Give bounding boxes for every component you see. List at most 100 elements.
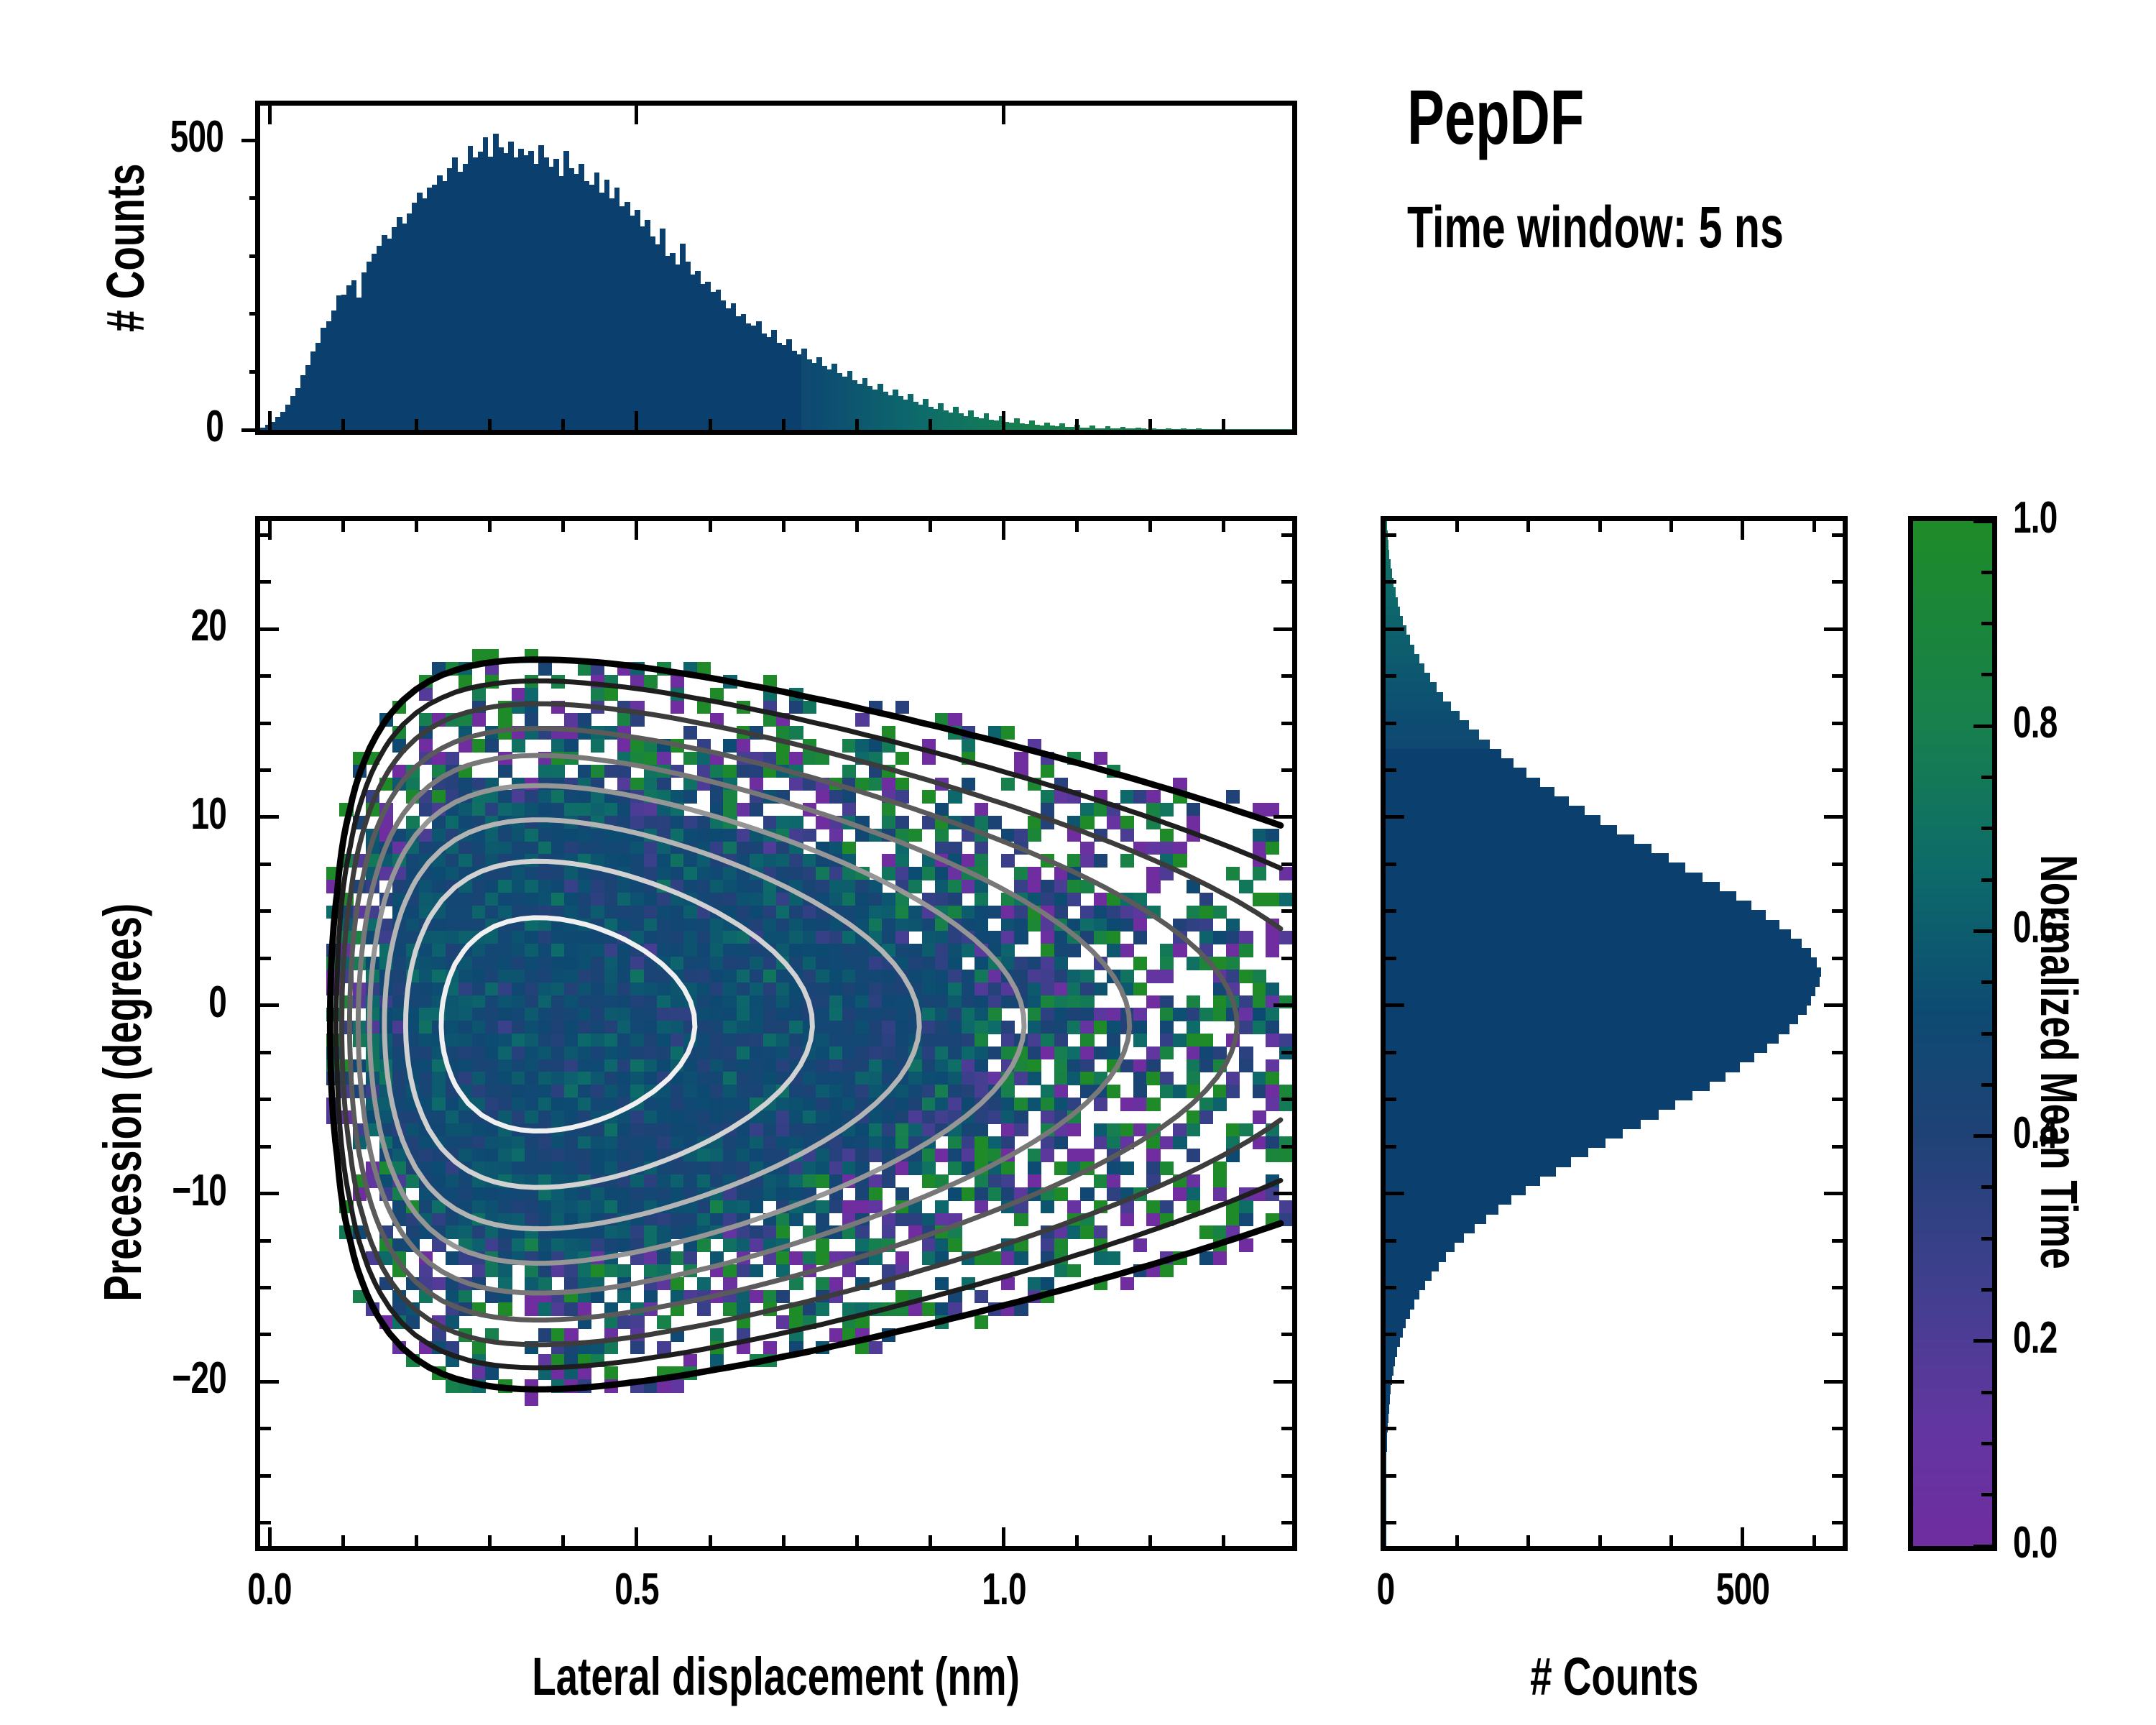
- heatmap-cell: [882, 854, 896, 868]
- heatmap-cell: [1027, 815, 1041, 829]
- heatmap-cell: [683, 777, 698, 791]
- tick-mark: [561, 521, 566, 532]
- heatmap-cell: [484, 790, 499, 804]
- histogram-bar: [770, 330, 777, 430]
- heatmap-cell: [471, 841, 486, 855]
- heatmap-cell: [418, 803, 433, 816]
- histogram-bar: [1256, 429, 1263, 430]
- tick-mark: [635, 1527, 639, 1546]
- heatmap-cell: [1252, 828, 1266, 842]
- heatmap-cell: [551, 803, 566, 816]
- tick-mark: [1281, 1521, 1292, 1525]
- histogram-bar: [1386, 843, 1651, 854]
- histogram-bar: [1160, 429, 1166, 430]
- tick-mark: [249, 312, 260, 316]
- tick-mark: [1832, 1473, 1843, 1478]
- heatmap-cell: [617, 841, 632, 855]
- tick-mark: [1455, 521, 1459, 532]
- histogram-bar: [1110, 428, 1116, 430]
- heatmap-cell: [895, 815, 909, 829]
- histogram-bar: [1018, 423, 1025, 430]
- right-histogram-x-tick-label: 500: [1715, 1565, 1770, 1614]
- heatmap-cell: [617, 854, 632, 868]
- heatmap-cell: [657, 751, 671, 765]
- heatmap-cell: [551, 841, 566, 855]
- histogram-bar: [1028, 420, 1035, 430]
- heatmap-cell: [591, 803, 605, 816]
- histogram-bar: [1386, 1043, 1767, 1054]
- heatmap-cell: [511, 687, 525, 702]
- tick-mark: [1973, 724, 1992, 728]
- tick-mark: [1598, 521, 1602, 532]
- histogram-bar: [1386, 872, 1703, 883]
- histogram-bar: [1386, 1242, 1455, 1253]
- tick-mark: [1281, 1285, 1292, 1289]
- histogram-bar: [1386, 758, 1514, 768]
- heatmap-cell: [392, 828, 407, 842]
- histogram-bar: [1386, 644, 1414, 655]
- tick-mark: [1281, 1333, 1292, 1337]
- histogram-bar: [1386, 786, 1554, 797]
- tick-mark: [260, 580, 271, 584]
- heatmap-cell: [789, 751, 803, 765]
- histogram-bar: [315, 343, 322, 430]
- tick-mark: [1832, 721, 1843, 725]
- heatmap-cell: [525, 687, 539, 702]
- heatmap-cell: [683, 790, 698, 804]
- heatmap-cell: [643, 803, 658, 816]
- tick-mark: [415, 1535, 419, 1546]
- histogram-bar: [1386, 919, 1779, 930]
- tick-mark: [1526, 1535, 1531, 1546]
- heatmap-cell: [551, 790, 566, 804]
- heatmap-cell: [895, 777, 909, 791]
- heatmap-cell: [802, 751, 817, 765]
- heatmap-cell: [670, 854, 684, 868]
- histogram-bar: [1049, 426, 1055, 430]
- histogram-bar: [1386, 1128, 1623, 1138]
- histogram-bar: [356, 298, 362, 430]
- right-histogram-x-tick-label: 0: [1376, 1565, 1396, 1614]
- heatmap-cell: [975, 841, 989, 855]
- heatmap-cell: [538, 867, 552, 880]
- histogram-bar: [1236, 429, 1243, 430]
- heatmap-cell: [484, 739, 499, 753]
- tick-mark: [708, 419, 712, 430]
- heatmap-cell: [577, 867, 592, 880]
- heatmap-cell: [868, 739, 883, 753]
- tick-mark: [1824, 1003, 1843, 1008]
- heatmap-cell: [445, 867, 459, 880]
- heatmap-cell: [617, 815, 632, 829]
- heatmap-cell: [908, 828, 923, 842]
- tick-mark: [1273, 1003, 1292, 1008]
- tick-mark: [1832, 1427, 1843, 1431]
- histogram-bar: [1386, 1034, 1779, 1044]
- heatmap-cell: [1000, 854, 1015, 868]
- histogram-bar: [568, 167, 575, 430]
- heatmap-cell: [511, 739, 525, 753]
- histogram-bar: [862, 377, 868, 430]
- tick-mark: [267, 1527, 272, 1546]
- tick-mark: [1281, 674, 1292, 678]
- heatmap-cell: [564, 828, 579, 842]
- tick-mark: [260, 909, 271, 914]
- histogram-bar: [1261, 429, 1268, 430]
- tick-mark: [260, 627, 279, 631]
- histogram-bar: [953, 406, 959, 430]
- heatmap-cell: [591, 790, 605, 804]
- histogram-bar: [1241, 429, 1248, 430]
- heatmap-cell: [630, 713, 645, 727]
- histogram-bar: [1386, 881, 1720, 892]
- tick-mark: [260, 1238, 271, 1243]
- histogram-bar: [1386, 1024, 1790, 1034]
- histogram-bar: [725, 308, 732, 430]
- heatmap-cell: [921, 815, 936, 829]
- histogram-bar: [1176, 429, 1181, 430]
- heatmap-cell: [471, 803, 486, 816]
- histogram-bar: [1386, 663, 1424, 673]
- histogram-bar: [877, 383, 883, 430]
- histogram-bar: [336, 295, 342, 430]
- heatmap-cell: [696, 867, 711, 880]
- histogram-bar: [437, 175, 443, 430]
- tick-mark: [1281, 956, 1292, 960]
- tick-mark: [1981, 1236, 1992, 1241]
